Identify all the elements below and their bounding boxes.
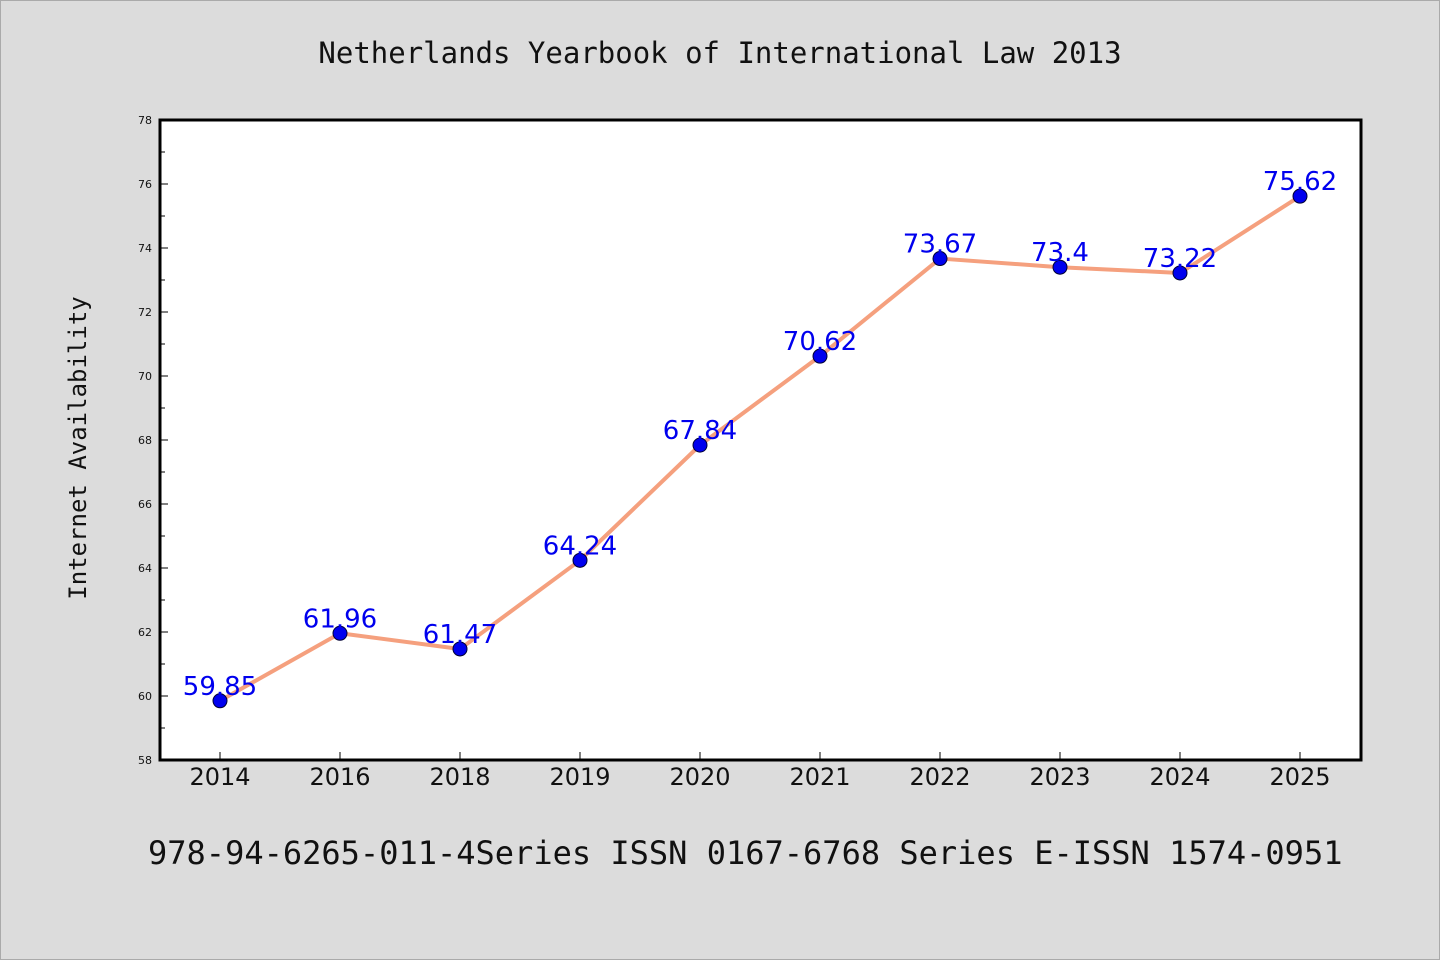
y-tick-label: 72 [138,306,152,319]
y-tick-label: 70 [138,370,152,383]
plot-area [158,118,1363,762]
x-tick-label: 2018 [429,763,490,791]
y-tick-label: 78 [138,114,152,127]
x-tick-label: 2021 [789,763,850,791]
data-point [932,251,948,267]
y-tick-label: 68 [138,434,152,447]
data-point [1052,259,1068,275]
data-label: 70.62 [783,327,857,357]
x-tick-label: 2024 [1149,763,1210,791]
data-point [812,348,828,364]
data-point [212,693,228,709]
x-tick-label: 2019 [549,763,610,791]
y-tick-label: 62 [138,626,152,639]
series-line [218,194,1302,703]
data-labels: 59.85 61.96 61.47 64.24 67.84 70.62 73.67 73.4 7… [183,167,1337,702]
data-label: 73.22 [1143,244,1217,274]
data-label: 67.84 [663,416,737,446]
data-label: 59.85 [183,672,257,702]
x-tick-label: 2022 [909,763,970,791]
data-label: 73.4 [1031,238,1089,268]
x-tick-label: 2014 [189,763,250,791]
y-tick-label: 58 [138,754,152,767]
y-tick-label: 60 [138,690,152,703]
data-series [212,188,1308,709]
data-point [332,625,348,641]
data-point [452,641,468,657]
x-tick-label: 2025 [1269,763,1330,791]
y-tick-label: 64 [138,562,152,575]
y-tick-label: 74 [138,242,152,255]
data-point [1292,188,1308,204]
x-axis: 2014 2016 2018 2019 2020 2021 2022 2023 2024 2025 [189,752,1331,791]
x-tick-label: 2016 [309,763,370,791]
y-axis-label: Internet Availability [64,296,92,599]
y-axis: 58 60 62 64 66 68 70 72 74 76 78 [138,114,168,767]
data-point [572,552,588,568]
chart-title: Netherlands Yearbook of International La… [318,36,1121,70]
data-label: 64.24 [543,531,617,561]
y-tick-label: 76 [138,178,152,191]
data-label: 61.47 [423,620,497,650]
data-point [1172,265,1188,281]
y-tick-label: 66 [138,498,152,511]
data-point [692,437,708,453]
data-label: 61.96 [303,604,377,634]
data-label: 73.67 [903,230,977,260]
x-tick-label: 2023 [1029,763,1090,791]
x-tick-label: 2020 [669,763,730,791]
footer-text: 978-94-6265-011-4Series ISSN 0167-6768 S… [148,834,1342,872]
data-label: 75.62 [1263,167,1337,197]
